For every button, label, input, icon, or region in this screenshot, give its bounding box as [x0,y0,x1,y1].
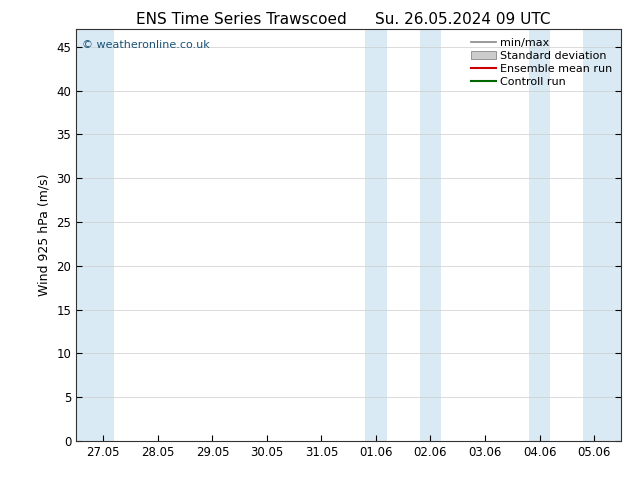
Text: © weatheronline.co.uk: © weatheronline.co.uk [82,40,209,49]
Legend: min/max, Standard deviation, Ensemble mean run, Controll run: min/max, Standard deviation, Ensemble me… [468,35,616,90]
Bar [76,29,114,441]
Bar [365,29,387,441]
Y-axis label: Wind 925 hPa (m/s): Wind 925 hPa (m/s) [38,174,51,296]
Text: Su. 26.05.2024 09 UTC: Su. 26.05.2024 09 UTC [375,12,550,27]
Text: ENS Time Series Trawscoed: ENS Time Series Trawscoed [136,12,346,27]
Bar [420,29,441,441]
Bar [583,29,621,441]
Bar [529,29,550,441]
